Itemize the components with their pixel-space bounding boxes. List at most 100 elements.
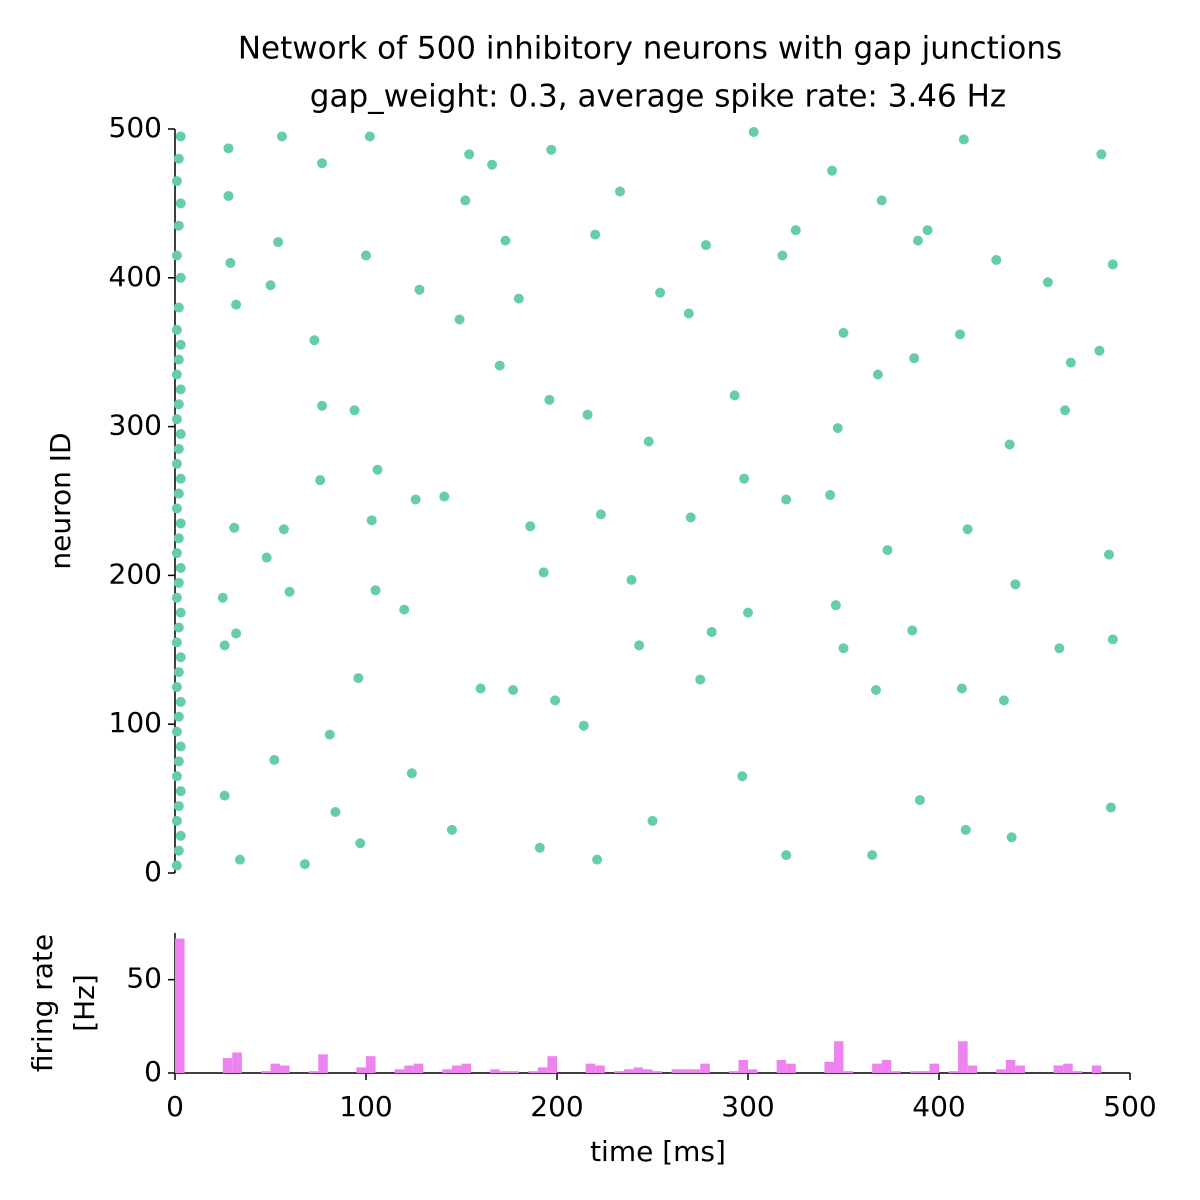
spike bbox=[219, 790, 230, 801]
spike bbox=[460, 195, 471, 206]
spike bbox=[464, 149, 475, 160]
histogram-bar bbox=[356, 1067, 366, 1073]
spike bbox=[508, 684, 519, 695]
x-tick-label: 100 bbox=[339, 1090, 392, 1123]
spike bbox=[175, 272, 186, 283]
x-tick-label: 500 bbox=[1103, 1090, 1156, 1123]
spike bbox=[171, 503, 182, 514]
spike bbox=[700, 240, 711, 251]
spike bbox=[956, 683, 967, 694]
histogram-bar bbox=[280, 1065, 290, 1073]
spike bbox=[912, 235, 923, 246]
spike bbox=[1107, 634, 1118, 645]
spike bbox=[175, 473, 186, 484]
spike bbox=[175, 830, 186, 841]
spike bbox=[171, 637, 182, 648]
spike bbox=[173, 533, 184, 544]
spike bbox=[175, 696, 186, 707]
spike bbox=[299, 859, 310, 870]
spike bbox=[353, 673, 364, 684]
spike bbox=[317, 158, 328, 169]
histogram-bar bbox=[652, 1071, 663, 1073]
spike bbox=[171, 250, 182, 261]
spike bbox=[1103, 549, 1114, 560]
spike bbox=[171, 458, 182, 469]
spike bbox=[225, 257, 236, 268]
spike bbox=[278, 524, 289, 535]
x-tick-label: 0 bbox=[166, 1090, 184, 1123]
histogram-bar bbox=[824, 1061, 834, 1073]
spike bbox=[909, 353, 920, 364]
histogram-bar bbox=[1053, 1065, 1064, 1073]
spike bbox=[922, 225, 933, 236]
spike bbox=[175, 131, 186, 142]
spike bbox=[261, 552, 272, 563]
spike bbox=[830, 600, 841, 611]
spike bbox=[439, 491, 450, 502]
chart-title: Network of 500 inhibitory neurons with g… bbox=[238, 31, 1062, 67]
histogram-bar bbox=[318, 1054, 328, 1073]
histogram-bar bbox=[958, 1041, 968, 1073]
y-axis-label: firing rate bbox=[26, 934, 59, 1072]
spike bbox=[273, 237, 284, 248]
spike bbox=[550, 695, 561, 706]
spike bbox=[525, 521, 536, 532]
spike bbox=[454, 314, 465, 325]
y-tick-label: 0 bbox=[144, 855, 162, 888]
spike bbox=[825, 490, 836, 501]
histogram-bar bbox=[175, 938, 185, 1073]
spike bbox=[317, 400, 328, 411]
histogram-bar bbox=[308, 1071, 319, 1073]
spike bbox=[171, 682, 182, 692]
spike bbox=[582, 409, 593, 420]
spike bbox=[324, 729, 335, 740]
spike bbox=[634, 640, 645, 651]
spike bbox=[534, 842, 545, 853]
histogram-bar bbox=[1072, 1071, 1083, 1073]
spike bbox=[231, 628, 242, 639]
spike bbox=[265, 280, 276, 291]
histogram-bar bbox=[1015, 1065, 1025, 1073]
spike bbox=[361, 250, 371, 261]
spike bbox=[870, 684, 881, 695]
spike bbox=[175, 518, 186, 529]
histogram-bar bbox=[786, 1063, 796, 1073]
spike bbox=[171, 592, 182, 603]
spike bbox=[406, 768, 417, 779]
spike bbox=[349, 405, 360, 416]
y-tick-label: 50 bbox=[126, 962, 162, 995]
histogram-bar bbox=[547, 1056, 557, 1073]
histogram-bar bbox=[595, 1065, 605, 1073]
histogram-bar bbox=[232, 1052, 242, 1073]
spike bbox=[962, 524, 973, 535]
spike bbox=[173, 399, 184, 410]
spike bbox=[171, 414, 182, 425]
spike bbox=[171, 324, 182, 335]
chart-subtitle: gap_weight: 0.3, average spike rate: 3.4… bbox=[310, 79, 1006, 115]
spike bbox=[223, 190, 234, 201]
histogram-bar bbox=[891, 1071, 901, 1073]
histogram-bar bbox=[843, 1071, 854, 1073]
spike bbox=[173, 488, 184, 499]
spike bbox=[173, 622, 184, 633]
spike bbox=[234, 854, 245, 865]
spike bbox=[513, 293, 524, 304]
spike bbox=[790, 225, 801, 236]
spike bbox=[626, 574, 637, 585]
histogram-bar bbox=[948, 1071, 959, 1073]
histogram-bar bbox=[996, 1069, 1006, 1073]
spike bbox=[330, 806, 341, 817]
spike bbox=[643, 436, 654, 447]
histogram-bar bbox=[404, 1065, 414, 1073]
spike bbox=[647, 815, 658, 826]
spike bbox=[173, 756, 184, 767]
histogram-bar bbox=[366, 1056, 376, 1073]
histogram-bar bbox=[681, 1069, 691, 1073]
spike bbox=[175, 786, 186, 797]
spike bbox=[276, 131, 287, 142]
histogram-bar bbox=[623, 1069, 634, 1073]
spike bbox=[223, 143, 234, 154]
spike bbox=[958, 134, 969, 145]
spike bbox=[171, 771, 182, 782]
spike bbox=[171, 860, 182, 871]
